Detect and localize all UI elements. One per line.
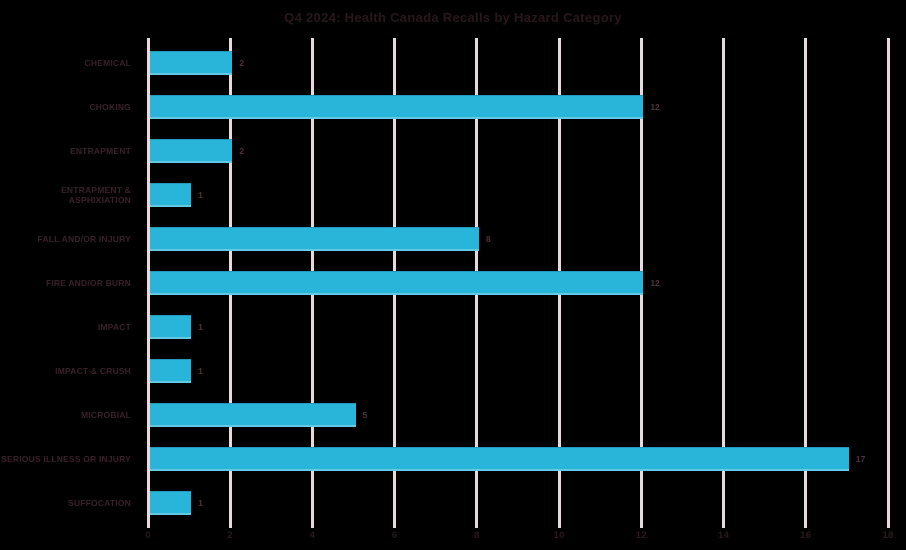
bar — [150, 271, 644, 295]
category-label: SERIOUS ILLNESS OR INJURY — [1, 454, 131, 464]
x-tick-label: 12 — [635, 530, 647, 541]
bar — [150, 315, 192, 339]
bar-value-label: 1 — [198, 190, 203, 200]
gridline — [146, 38, 150, 528]
x-tick-label: 18 — [882, 530, 894, 541]
category-label: ENTRAPMENT — [69, 146, 131, 156]
bar — [150, 95, 644, 119]
x-tick-label: 10 — [553, 530, 565, 541]
category-label: IMPACT — [97, 322, 131, 332]
bar-value-label: 1 — [198, 322, 203, 332]
bar-value-label: 12 — [650, 102, 660, 112]
x-tick-label: 2 — [227, 530, 234, 541]
bar — [150, 447, 849, 471]
category-label: CHOKING — [89, 102, 131, 112]
plot-area: 2 12 2 1 8 12 1 1 5 17 1 — [146, 38, 890, 528]
bar-value-label: 1 — [198, 366, 203, 376]
bar — [150, 139, 233, 163]
x-tick-label: 6 — [391, 530, 398, 541]
x-tick-label: 8 — [474, 530, 480, 541]
x-tick-label: 16 — [800, 530, 812, 541]
bar-value-label: 2 — [239, 58, 244, 68]
gridline — [886, 38, 890, 528]
x-axis: 0 2 4 6 8 10 12 14 16 18 — [145, 530, 893, 546]
category-label: MICROBIAL — [81, 410, 131, 420]
bar-value-label: 17 — [855, 454, 866, 464]
bar — [150, 51, 233, 75]
x-tick-label: 0 — [145, 530, 151, 541]
x-tick-label: 14 — [717, 530, 730, 541]
bar-value-label: 5 — [362, 410, 368, 420]
bar — [150, 359, 192, 383]
category-label: ENTRAPMENT & ASPHIXIATION — [61, 185, 131, 205]
category-axis: CHEMICAL CHOKING ENTRAPMENT ENTRAPMENT & AS… — [0, 38, 140, 528]
bar-value-label: 8 — [485, 234, 491, 244]
x-tick-label: 4 — [309, 530, 316, 541]
bar — [150, 403, 356, 427]
bar — [150, 183, 192, 207]
chart-title: Q4 2024: Health Canada Recalls by Hazard… — [284, 10, 622, 25]
gridline — [722, 38, 726, 528]
gridline — [804, 38, 808, 528]
category-label: FALL AND/OR INJURY — [37, 234, 131, 244]
bar-value-label: 1 — [198, 498, 203, 508]
category-label: CHEMICAL — [84, 58, 131, 68]
bar-value-label: 2 — [239, 146, 244, 156]
bar-value-label: 12 — [650, 278, 660, 288]
category-label: FIRE AND/OR BURN — [45, 278, 131, 288]
bar — [150, 227, 479, 251]
category-label: SUFFOCATION — [68, 498, 131, 508]
bar — [150, 491, 192, 515]
category-label: IMPACT & CRUSH — [55, 366, 131, 376]
